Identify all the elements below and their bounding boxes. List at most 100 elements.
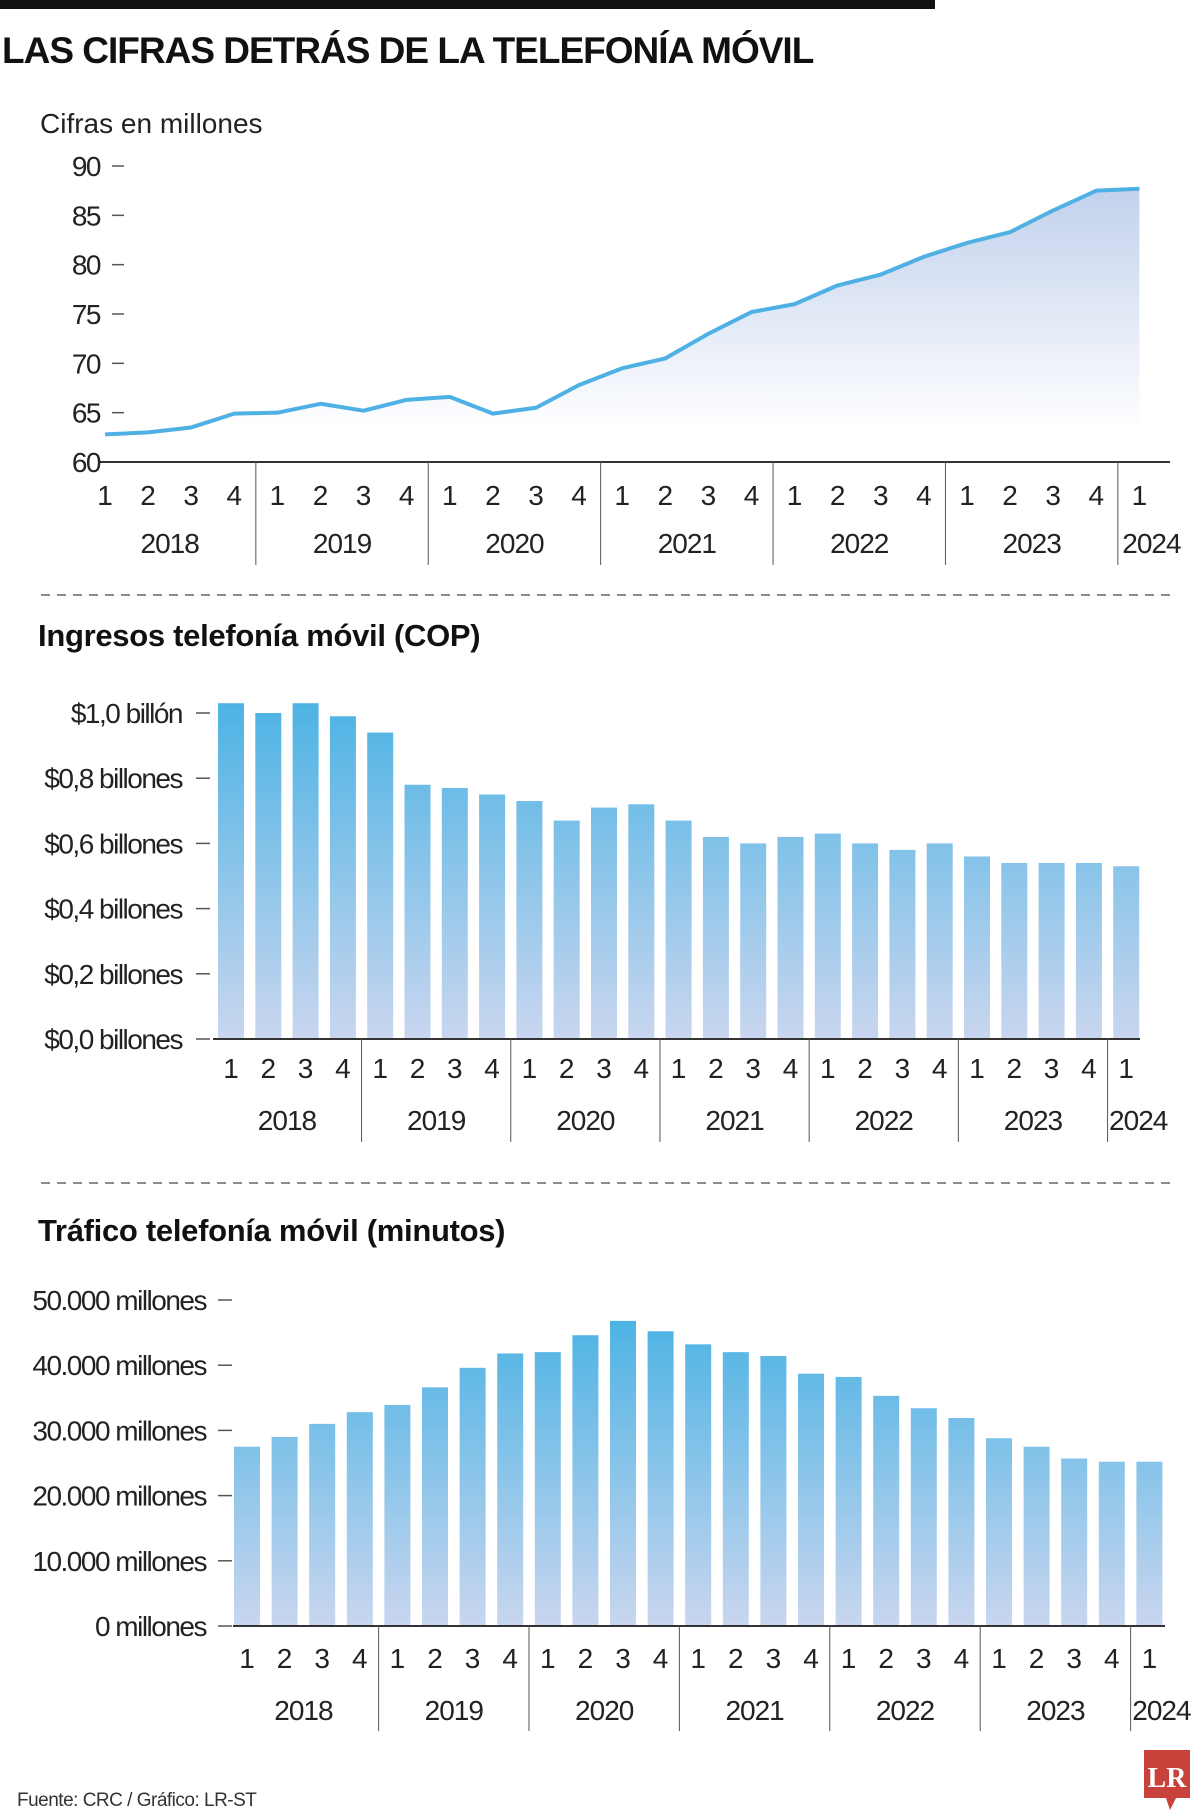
bar [234, 1446, 260, 1626]
x-tick-label: 3 [701, 480, 717, 511]
y-tick-label: $0,6 billones [44, 828, 182, 859]
bar [479, 794, 506, 1039]
x-tick-label: 1 [614, 480, 630, 511]
y-tick-label: $0,8 billones [44, 763, 182, 794]
y-axis-label: Cifras en millones [40, 108, 263, 139]
lr-logo: LR [1144, 1750, 1190, 1810]
bar [777, 836, 804, 1039]
bar [835, 1376, 862, 1626]
x-tick-label: 2 [485, 480, 501, 511]
bar [610, 1320, 636, 1626]
x-tick-label: 3 [745, 1053, 761, 1084]
year-label: 2021 [725, 1695, 784, 1726]
x-tick-label: 3 [528, 480, 544, 511]
bar [740, 843, 767, 1039]
year-label: 2023 [1004, 1105, 1063, 1136]
x-tick-label: 2 [728, 1643, 744, 1674]
x-tick-label: 1 [97, 480, 113, 511]
bar [986, 1438, 1012, 1626]
x-tick-label: 3 [314, 1643, 330, 1674]
x-tick-label: 3 [1066, 1643, 1082, 1674]
x-tick-label: 1 [820, 1053, 836, 1084]
y-tick-label: 0 millones [95, 1611, 207, 1642]
chart-title-trafico: Tráfico telefonía móvil (minutos) [38, 1213, 506, 1248]
x-tick-label: 2 [410, 1053, 426, 1084]
year-label: 2023 [1026, 1695, 1085, 1726]
y-tick-label: 90 [72, 151, 101, 182]
x-tick-label: 1 [223, 1053, 239, 1084]
year-label: 2019 [425, 1695, 484, 1726]
x-tick-label: 1 [690, 1643, 706, 1674]
bar [292, 703, 319, 1039]
x-tick-label: 4 [352, 1643, 368, 1674]
x-tick-label: 1 [540, 1643, 556, 1674]
bar [271, 1436, 298, 1626]
x-tick-label: 4 [783, 1053, 799, 1084]
bar [516, 801, 543, 1039]
x-tick-label: 4 [744, 480, 760, 511]
x-tick-label: 1 [991, 1643, 1007, 1674]
bar [1098, 1461, 1125, 1626]
x-tick-label: 2 [578, 1643, 594, 1674]
year-label: 2021 [658, 528, 717, 559]
x-tick-label: 2 [708, 1053, 724, 1084]
bar [665, 820, 692, 1039]
x-tick-label: 4 [803, 1643, 819, 1674]
bar [572, 1335, 599, 1626]
year-label: 2024 [1122, 528, 1181, 559]
bar [346, 1412, 373, 1626]
bar [798, 1373, 824, 1626]
bar [422, 1387, 448, 1626]
x-tick-label: 4 [335, 1053, 351, 1084]
x-tick-label: 4 [1089, 480, 1105, 511]
y-tick-label: 20.000 millones [32, 1481, 206, 1512]
x-tick-label: 3 [447, 1053, 463, 1084]
year-label: 2018 [274, 1695, 333, 1726]
x-tick-label: 3 [766, 1643, 782, 1674]
x-tick-label: 4 [484, 1053, 500, 1084]
bar [329, 716, 356, 1039]
year-label: 2022 [876, 1695, 935, 1726]
bar [384, 1404, 411, 1626]
y-tick-label: $0,4 billones [44, 894, 182, 925]
bar [218, 703, 244, 1039]
bar [628, 804, 655, 1039]
y-tick-label: 10.000 millones [32, 1546, 206, 1577]
x-tick-label: 2 [277, 1643, 293, 1674]
bar [647, 1331, 674, 1626]
bar [553, 820, 580, 1039]
x-tick-label: 2 [313, 480, 329, 511]
x-tick-label: 1 [1118, 1053, 1134, 1084]
bar [1113, 866, 1140, 1039]
year-label: 2018 [141, 528, 200, 559]
year-label: 2022 [830, 528, 889, 559]
x-tick-label: 2 [1029, 1643, 1045, 1674]
x-tick-label: 4 [571, 480, 587, 511]
y-tick-label: 70 [72, 348, 101, 379]
y-tick-label: 30.000 millones [32, 1415, 206, 1446]
x-tick-label: 2 [1002, 480, 1018, 511]
x-tick-label: 1 [969, 1053, 985, 1084]
x-tick-label: 1 [522, 1053, 538, 1084]
header-rule [0, 0, 935, 9]
year-label: 2019 [407, 1105, 466, 1136]
bar [367, 732, 394, 1039]
x-tick-label: 4 [1081, 1053, 1097, 1084]
y-tick-label: 85 [72, 200, 101, 231]
year-label: 2020 [485, 528, 544, 559]
x-tick-label: 2 [261, 1053, 277, 1084]
x-tick-label: 1 [239, 1643, 255, 1674]
year-label: 2023 [1003, 528, 1062, 559]
x-tick-label: 3 [615, 1643, 631, 1674]
chart-title-ingresos: Ingresos telefonía móvil (COP) [38, 618, 481, 653]
bar [760, 1356, 787, 1626]
bar [722, 1352, 749, 1626]
bar [1038, 862, 1065, 1039]
year-label: 2018 [258, 1105, 317, 1136]
x-tick-label: 2 [427, 1643, 443, 1674]
x-tick-label: 4 [653, 1643, 669, 1674]
year-label: 2022 [855, 1105, 914, 1136]
bar [441, 787, 468, 1039]
x-tick-label: 3 [916, 1643, 932, 1674]
